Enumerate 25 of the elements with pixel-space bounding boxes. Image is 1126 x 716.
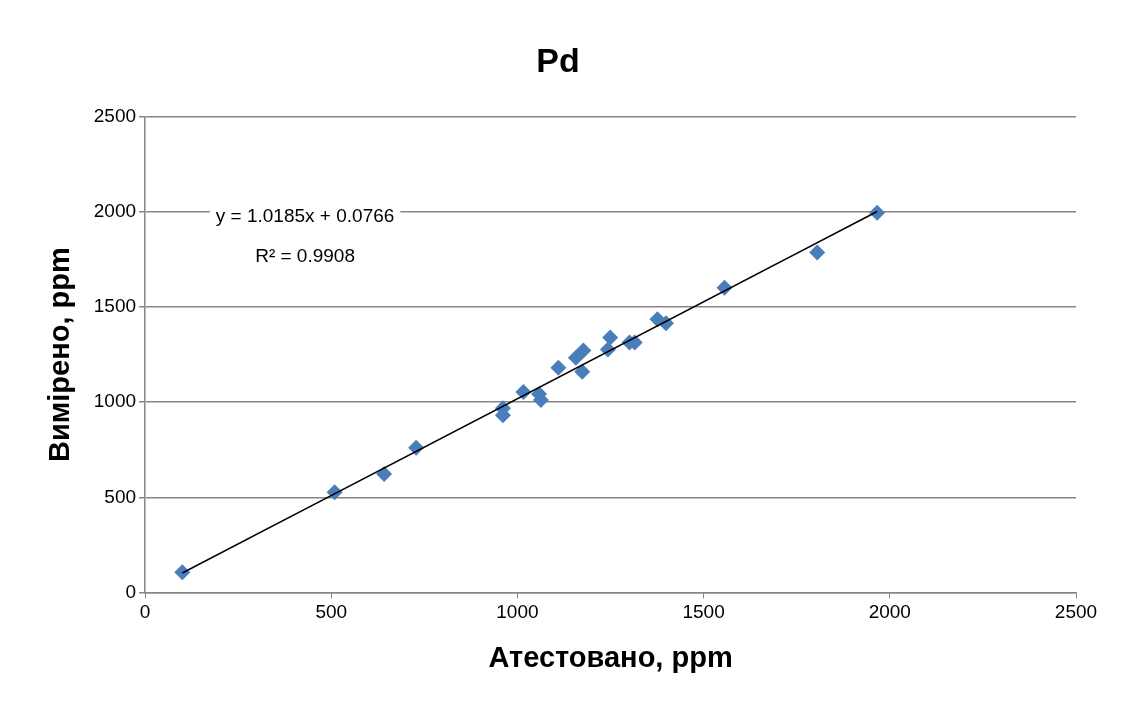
x-tick-label: 2500	[1054, 601, 1098, 623]
point	[574, 363, 591, 380]
x-tick-label: 1500	[682, 601, 725, 623]
point	[869, 204, 886, 221]
y-tick-label: 0	[125, 580, 137, 602]
point	[602, 329, 619, 346]
point	[174, 564, 191, 581]
x-axis-title: Атестовано, ppm	[488, 640, 733, 673]
y-tick-label: 1000	[93, 390, 137, 412]
point	[550, 359, 567, 376]
x-tick-label: 2000	[868, 601, 911, 623]
y-tick-label: 2000	[93, 200, 137, 222]
x-tick-label: 500	[315, 601, 348, 623]
y-axis-title: Вимірено, ppm	[43, 247, 76, 462]
x-tick-label: 1000	[496, 601, 539, 623]
y-tick-label: 500	[104, 485, 137, 507]
annotation: y = 1.0185x + 0.0766	[215, 205, 395, 227]
point	[809, 244, 826, 261]
y-tick-label: 2500	[93, 105, 137, 127]
x-tick-label: 0	[139, 601, 151, 623]
point	[575, 342, 592, 359]
y-tick-label: 1500	[93, 295, 137, 317]
chart-title: Pd	[536, 40, 580, 79]
annotation: R² = 0.9908	[255, 245, 355, 267]
point	[376, 466, 393, 483]
